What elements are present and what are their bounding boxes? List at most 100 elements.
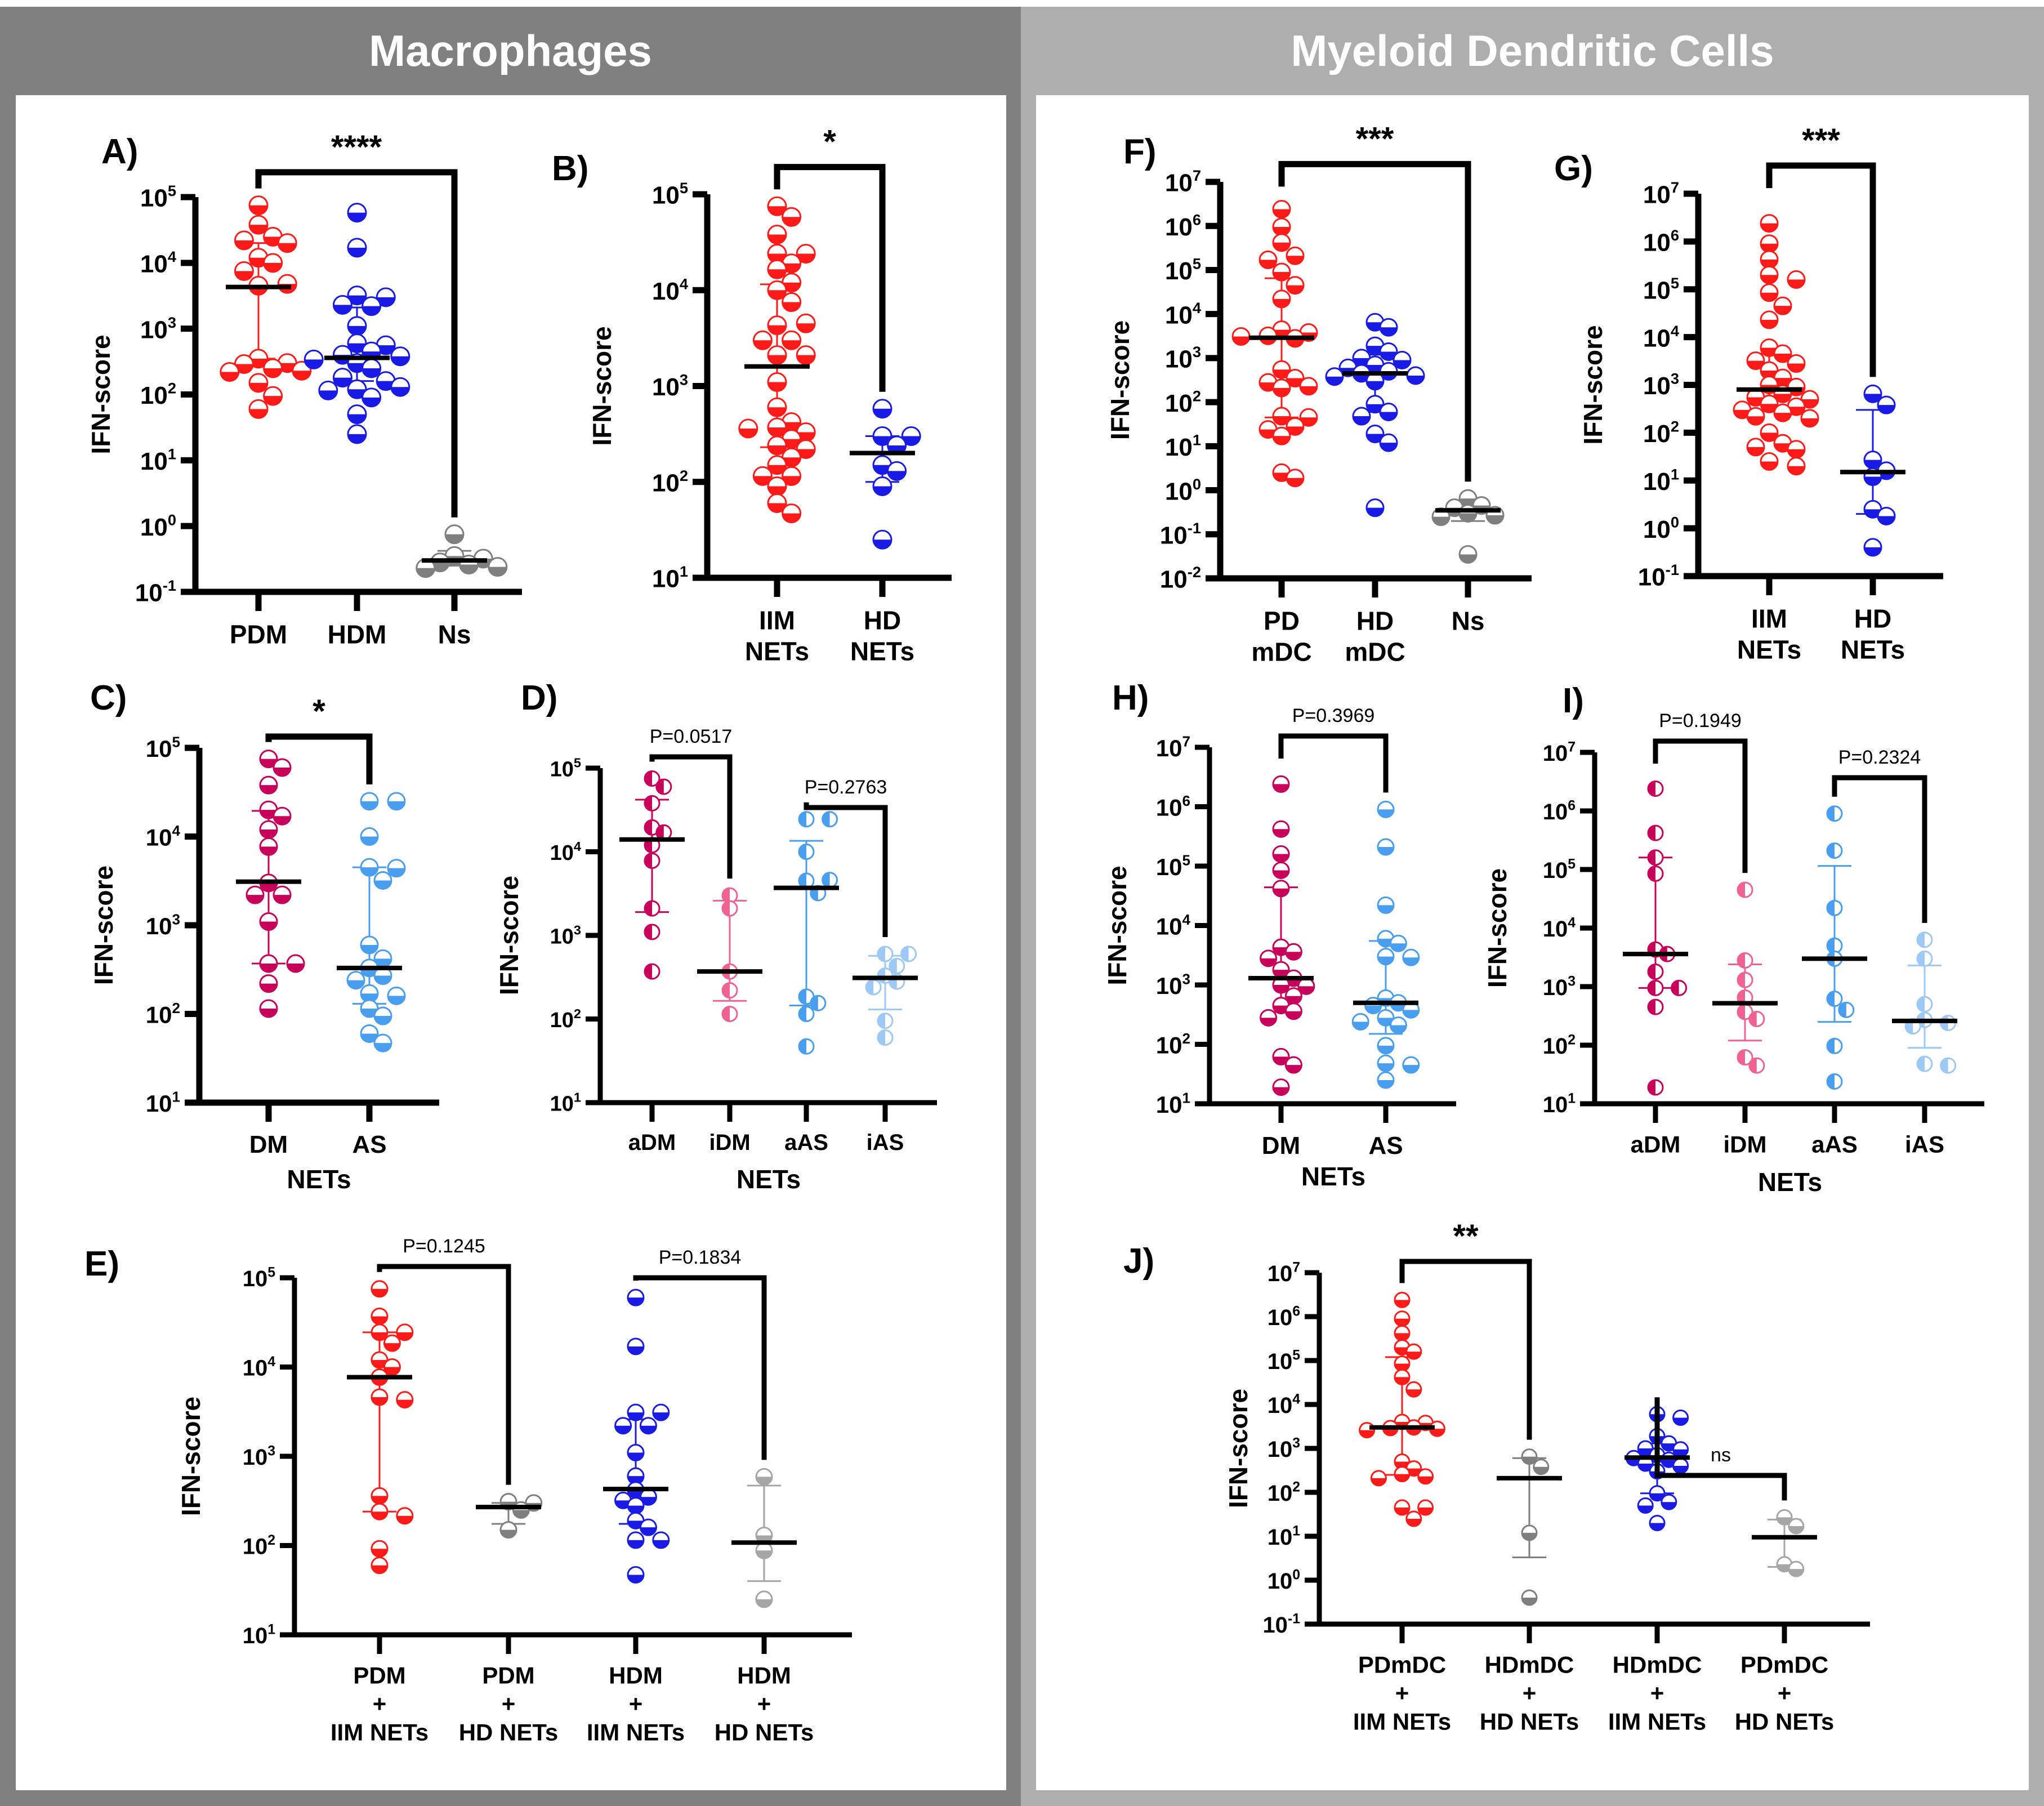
- data-point: [499, 1521, 517, 1539]
- x-tick-label: aAS: [1811, 1131, 1858, 1158]
- data-point: [1800, 409, 1819, 428]
- data-point: [872, 476, 892, 497]
- point-fill: [416, 568, 435, 577]
- data-point: [1672, 1441, 1689, 1458]
- point-fill: [1788, 363, 1805, 372]
- data-point: [755, 1590, 773, 1608]
- y-tick-label: 101: [1268, 1523, 1301, 1550]
- point-fill: [1940, 1058, 1948, 1073]
- significance-label: ****: [331, 129, 382, 166]
- point-fill: [348, 434, 366, 443]
- point-fill: [878, 1030, 885, 1045]
- point-fill: [1522, 1456, 1537, 1464]
- point-fill: [396, 1332, 413, 1340]
- point-fill: [768, 445, 786, 455]
- y-tick-label: 103: [550, 922, 581, 948]
- point-fill: [782, 476, 801, 485]
- panel-label: H): [1112, 679, 1149, 717]
- data-point: [1533, 1459, 1550, 1475]
- point-fill: [628, 1505, 644, 1514]
- point-fill: [768, 407, 786, 417]
- data-point: [767, 435, 787, 456]
- series-hd-nets: [1840, 384, 1905, 557]
- data-point: [782, 503, 802, 524]
- data-point: [1402, 1001, 1420, 1019]
- data-point: [263, 253, 283, 273]
- data-point: [1760, 250, 1779, 269]
- point-fill: [768, 427, 786, 437]
- data-point: [1272, 378, 1291, 398]
- point-fill: [1650, 1493, 1665, 1501]
- point-fill: [260, 964, 277, 973]
- point-fill: [768, 325, 786, 335]
- point-fill: [396, 1515, 413, 1524]
- point-fill: [1273, 242, 1290, 251]
- panel-j: J) 10-1 100 101 102 103 104 105 106 107 IFN-score P…: [1123, 1218, 1870, 1734]
- point-fill: [361, 867, 378, 876]
- point-fill: [1917, 997, 1925, 1012]
- point-fill: [1747, 397, 1764, 406]
- panel-label: F): [1123, 132, 1157, 171]
- y-axis-title: IFN-score: [176, 1397, 206, 1516]
- point-fill: [1395, 1377, 1409, 1385]
- point-fill: [1326, 376, 1343, 385]
- data-point: [767, 455, 787, 475]
- y-tick-label: 104: [140, 248, 177, 278]
- data-point: [1286, 417, 1305, 436]
- data-point: [259, 837, 278, 856]
- data-point: [1916, 950, 1933, 967]
- point-fill: [782, 422, 801, 431]
- y-tick-label: 105: [550, 755, 581, 781]
- x-tick-label: iDM: [709, 1130, 750, 1155]
- x-tick-label: +: [629, 1691, 643, 1717]
- point-fill: [1917, 1056, 1925, 1072]
- data-point: [1826, 991, 1843, 1007]
- point-fill: [756, 1599, 772, 1607]
- data-point: [1637, 1440, 1654, 1457]
- point-fill: [1430, 1429, 1445, 1437]
- point-fill: [1273, 1056, 1289, 1065]
- y-tick-label: 10-1: [135, 577, 176, 607]
- bracket-line: [1653, 738, 1748, 873]
- point-fill: [1380, 351, 1397, 360]
- y-tick-label: 106: [1543, 798, 1576, 824]
- point-fill: [1864, 476, 1881, 485]
- data-point: [1402, 1056, 1420, 1074]
- point-fill: [1917, 951, 1925, 966]
- x-tick-label: IIM NETs: [587, 1719, 685, 1745]
- data-point: [373, 871, 392, 890]
- data-point: [767, 397, 787, 417]
- data-point: [627, 1531, 645, 1549]
- x-tick-label: IIM NETs: [331, 1719, 429, 1745]
- point-fill: [1353, 1022, 1369, 1030]
- data-point: [1737, 1049, 1753, 1066]
- data-point: [1787, 270, 1806, 289]
- point-fill: [1286, 1065, 1302, 1073]
- point-fill: [1648, 964, 1655, 979]
- point-fill: [1378, 1080, 1394, 1089]
- point-fill: [810, 996, 818, 1011]
- point-fill: [628, 1540, 644, 1548]
- point-fill: [1273, 387, 1290, 396]
- data-point: [1377, 838, 1395, 856]
- data-point: [371, 1307, 389, 1325]
- data-point: [1788, 1518, 1805, 1535]
- data-point: [877, 1029, 894, 1046]
- data-point: [362, 387, 382, 408]
- point-fill: [1734, 409, 1751, 418]
- data-point: [1272, 463, 1291, 482]
- point-fill: [260, 810, 277, 819]
- point-fill: [1286, 996, 1302, 1004]
- data-point: [1521, 1589, 1538, 1606]
- data-point: [1379, 402, 1398, 421]
- point-fill: [797, 432, 815, 442]
- data-point: [347, 424, 367, 444]
- data-point: [371, 1323, 389, 1341]
- data-point: [346, 971, 365, 990]
- data-point: [1299, 408, 1318, 427]
- data-point: [798, 811, 815, 828]
- data-point: [512, 1501, 530, 1519]
- data-point: [627, 1566, 645, 1584]
- data-point: [900, 946, 917, 962]
- data-point: [273, 806, 292, 826]
